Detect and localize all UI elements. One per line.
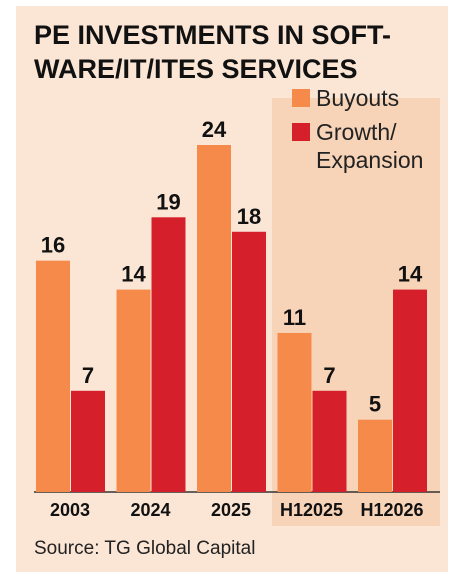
legend: Buyouts Growth/ Expansion [292, 84, 442, 180]
value-label: 7 [82, 363, 94, 388]
value-label: 11 [283, 305, 306, 330]
source: Source: TG Global Capital [34, 538, 255, 559]
bar [393, 289, 427, 492]
legend-label: Growth/ Expansion [316, 119, 424, 173]
value-label: 5 [369, 392, 381, 417]
chart-title: WARE/IT/ITES SERVICES [34, 54, 358, 84]
x-tick-label: 2025 [211, 500, 251, 520]
legend-item: Growth/ Expansion [292, 118, 428, 174]
value-label: 19 [156, 189, 180, 214]
bar [232, 231, 266, 492]
bar [312, 390, 347, 492]
bar [358, 419, 392, 492]
bar [197, 145, 231, 492]
bar [116, 289, 151, 492]
legend-label: Buyouts [316, 85, 400, 111]
x-tick-label: H12026 [360, 500, 423, 520]
x-tick-label: H12025 [280, 500, 343, 520]
bar [277, 332, 312, 492]
chart-title: PE INVESTMENTS IN SOFT- [34, 20, 391, 50]
legend-swatch [292, 89, 310, 107]
x-tick-label: 2003 [50, 500, 90, 520]
legend-swatch [292, 123, 310, 141]
bar [151, 217, 186, 492]
value-label: 16 [41, 233, 65, 258]
value-label: 18 [237, 204, 261, 229]
legend-item: Buyouts [292, 84, 442, 112]
value-label: 14 [398, 262, 423, 287]
value-label: 14 [121, 262, 146, 287]
bar [36, 260, 70, 492]
value-label: 24 [202, 117, 227, 142]
bar [71, 390, 105, 492]
x-tick-label: 2024 [130, 500, 170, 520]
value-label: 7 [323, 363, 335, 388]
